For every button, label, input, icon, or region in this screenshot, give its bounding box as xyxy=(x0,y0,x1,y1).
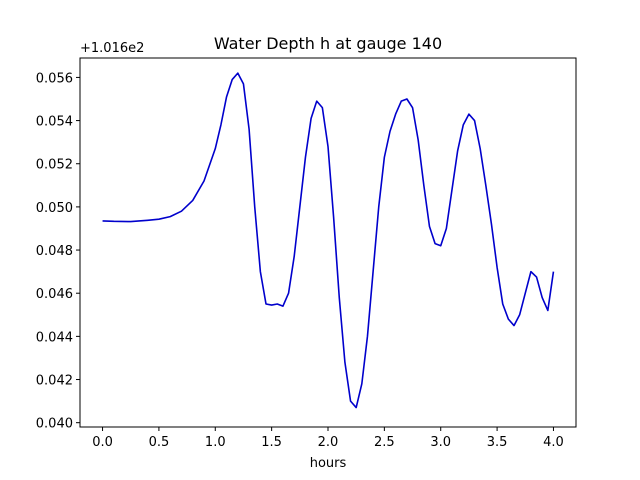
x-tick-label: 1.5 xyxy=(261,435,282,450)
y-offset-label: +1.016e2 xyxy=(80,41,144,56)
x-tick-label: 4.0 xyxy=(543,435,564,450)
x-tick-label: 0.0 xyxy=(92,435,113,450)
x-tick-label: 2.5 xyxy=(374,435,395,450)
y-tick-label: 0.050 xyxy=(36,201,73,216)
chart-title: Water Depth h at gauge 140 xyxy=(214,34,442,53)
y-tick-label: 0.048 xyxy=(36,244,73,259)
y-axis: 0.040 0.042 0.044 0.046 0.048 0.050 0.052 0.054… xyxy=(36,71,80,431)
x-tick-label: 0.5 xyxy=(149,435,170,450)
x-tick-label: 1.0 xyxy=(205,435,226,450)
y-tick-label: 0.040 xyxy=(36,417,73,432)
x-tick-label: 3.5 xyxy=(487,435,508,450)
y-tick-label: 0.052 xyxy=(36,158,73,173)
y-tick-label: 0.044 xyxy=(36,330,73,345)
y-tick-label: 0.054 xyxy=(36,115,73,130)
y-tick-label: 0.042 xyxy=(36,374,73,389)
x-tick-label: 3.0 xyxy=(430,435,451,450)
x-axis-label: hours xyxy=(310,456,347,471)
series-line-0 xyxy=(103,73,554,407)
x-tick-label: 2.0 xyxy=(318,435,339,450)
x-axis: 0.0 0.5 1.0 1.5 2.0 2.5 3.0 3.5 4.0 xyxy=(92,427,564,450)
plot-area xyxy=(103,73,554,407)
plot-frame xyxy=(80,58,576,427)
y-tick-label: 0.046 xyxy=(36,287,73,302)
y-tick-label: 0.056 xyxy=(36,71,73,86)
